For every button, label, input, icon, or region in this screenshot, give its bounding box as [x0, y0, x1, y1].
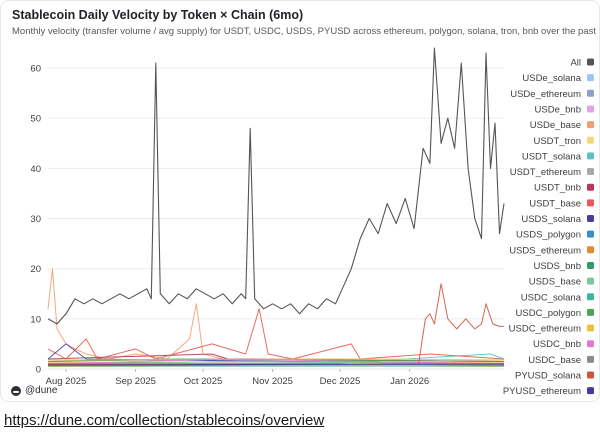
chart-grid: [48, 67, 504, 370]
series-line-pyusd_solana: [48, 283, 504, 365]
legend-label: PYUSD_ethereum: [503, 386, 581, 397]
legend-swatch: [587, 105, 594, 113]
y-tick-label: 20: [30, 264, 41, 275]
legend-label: USDe_bnb: [535, 104, 581, 115]
legend-label: USDS_ethereum: [509, 245, 581, 256]
legend-label: USDC_solana: [521, 292, 582, 303]
legend-swatch: [587, 89, 594, 97]
legend-swatch: [587, 387, 594, 395]
legend-swatch: [587, 371, 594, 379]
x-tick-label: Nov 2025: [252, 376, 293, 387]
legend-label: USDS_polygon: [516, 230, 581, 241]
legend-swatch: [587, 246, 594, 254]
x-tick-label: Jan 2026: [390, 376, 429, 387]
collection-link[interactable]: https://dune.com/collection/stablecoins/…: [4, 412, 325, 429]
dune-brand-label: @dune: [25, 385, 58, 396]
legend-label: USDT_ethereum: [510, 167, 581, 178]
legend-swatch: [587, 340, 594, 348]
y-axis: 0 10 20 30 40 50 60: [30, 64, 41, 376]
y-tick-label: 30: [30, 214, 41, 225]
legend-label: All: [570, 58, 581, 69]
legend-swatch: [587, 277, 594, 285]
legend-label: USDC_ethereum: [509, 324, 581, 335]
series-line-pyusd_ethereum: [47, 363, 505, 366]
legend-swatch: [587, 121, 594, 129]
series-line-usdc_bnb: [47, 358, 505, 365]
y-tick-label: 60: [30, 64, 41, 75]
x-tick-label: Aug 2025: [46, 376, 87, 387]
legend-swatch: [587, 308, 594, 316]
series-lines: [47, 47, 505, 367]
legend-label: USDC_polygon: [516, 308, 581, 319]
legend-label: USDT_tron: [533, 136, 581, 147]
y-tick-label: 50: [30, 114, 41, 125]
legend-swatch: [587, 355, 594, 363]
legend-label: USDS_base: [529, 277, 581, 288]
legend-label: USDT_bnb: [534, 183, 581, 194]
y-tick-label: 40: [30, 164, 41, 175]
legend-swatch: [587, 230, 594, 238]
x-tick-label: Oct 2025: [184, 376, 223, 387]
legend-label: USDe_ethereum: [510, 89, 581, 100]
legend-swatch: [587, 152, 594, 160]
legend-swatch: [587, 58, 594, 66]
series-line-usdt_base: [47, 308, 505, 360]
legend-label: USDT_solana: [522, 151, 582, 162]
dune-logo-icon: [11, 385, 21, 396]
chart-card: Stablecoin Daily Velocity by Token × Cha…: [0, 0, 600, 402]
legend-label: USDC_base: [528, 355, 581, 366]
line-chart: 0 10 20 30 40 50 60 Aug 2025 Sep 2025 Oct 2025 No…: [30, 47, 594, 397]
legend-label: USDS_bnb: [533, 261, 581, 272]
legend-swatch: [587, 136, 594, 144]
y-tick-label: 0: [36, 365, 41, 376]
legend-label: USDC_bnb: [533, 339, 581, 350]
legend-label: USDe_solana: [522, 73, 581, 84]
x-tick-label: Dec 2025: [320, 376, 361, 387]
y-tick-label: 10: [30, 314, 41, 325]
legend-label: USDS_solana: [521, 214, 581, 225]
chart-subtitle: Monthly velocity (transfer volume / avg …: [12, 26, 597, 37]
legend-swatch: [587, 324, 594, 332]
x-axis: Aug 2025 Sep 2025 Oct 2025 Nov 2025 Dec 2025…: [46, 369, 429, 387]
chart-legend: All USDe_solana USDe_ethereum USDe_bnb USDe_…: [503, 58, 594, 397]
chart-title: Stablecoin Daily Velocity by Token × Cha…: [12, 8, 304, 22]
dune-footer: @dune: [11, 385, 57, 396]
legend-swatch: [587, 168, 594, 176]
legend-swatch: [587, 293, 594, 301]
legend-swatch: [587, 261, 594, 269]
series-line-all: [47, 47, 505, 325]
series-line-usdc_polygon: [47, 358, 505, 362]
legend-swatch: [587, 183, 594, 191]
x-tick-label: Sep 2025: [115, 376, 156, 387]
series-line-usds_base: [47, 361, 505, 365]
legend-label: PYUSD_solana: [515, 371, 582, 382]
legend-label: USDe_base: [530, 120, 581, 131]
legend-swatch: [587, 215, 594, 222]
legend-swatch: [587, 74, 594, 82]
legend-swatch: [587, 199, 594, 207]
series-line-usdc_ethereum: [47, 358, 505, 361]
legend-label: USDT_base: [529, 198, 581, 209]
